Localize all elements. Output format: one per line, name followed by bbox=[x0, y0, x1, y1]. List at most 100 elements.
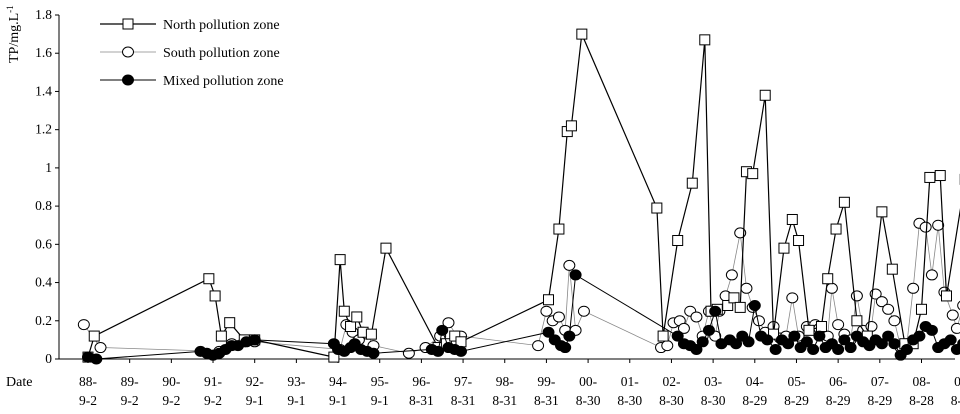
data-point bbox=[850, 290, 863, 302]
data-point bbox=[203, 273, 215, 285]
y-tick-label: 1.6 bbox=[35, 45, 52, 60]
data-point bbox=[553, 223, 565, 235]
data-point bbox=[915, 303, 927, 315]
legend-label: North pollution zone bbox=[163, 18, 280, 33]
data-point bbox=[699, 34, 711, 46]
x-tick-label-year: 93- bbox=[287, 374, 306, 389]
data-point bbox=[761, 334, 774, 346]
data-point bbox=[671, 330, 684, 342]
data-point bbox=[709, 305, 722, 317]
x-tick-label-date: 8-31 bbox=[492, 393, 517, 408]
legend-item: South pollution zone bbox=[100, 46, 280, 61]
data-point bbox=[886, 263, 898, 275]
x-tick-label-date: 9-2 bbox=[79, 393, 97, 408]
data-point bbox=[449, 330, 461, 342]
y-tick-label: 1.4 bbox=[35, 83, 52, 98]
data-point bbox=[882, 303, 895, 315]
data-point bbox=[209, 290, 221, 302]
x-tick-label-year: 90- bbox=[162, 374, 181, 389]
legend-marker bbox=[122, 74, 134, 86]
series-circle-filled bbox=[82, 269, 960, 365]
data-point bbox=[844, 342, 857, 354]
x-tick-label-date: 8-29 bbox=[742, 393, 767, 408]
x-tick-label-year: 08- bbox=[912, 374, 931, 389]
series-group bbox=[77, 28, 960, 365]
data-point bbox=[957, 339, 960, 349]
data-point bbox=[686, 177, 698, 189]
data-point bbox=[759, 89, 771, 101]
data-point bbox=[215, 330, 227, 342]
series-circle-open bbox=[77, 217, 960, 359]
x-tick-label-date: 8-31 bbox=[534, 393, 559, 408]
data-point bbox=[722, 299, 734, 311]
x-tick-label-year: 98- bbox=[496, 374, 515, 389]
data-point bbox=[882, 330, 895, 342]
data-point bbox=[740, 282, 753, 294]
x-tick-label-date: 9-1 bbox=[287, 393, 305, 408]
data-point bbox=[380, 242, 392, 254]
data-point bbox=[825, 282, 838, 294]
y-tick-label: 0.6 bbox=[35, 236, 52, 251]
x-tick-label-date: 8-30 bbox=[659, 393, 684, 408]
legend-item: Mixed pollution zone bbox=[100, 74, 284, 89]
data-point bbox=[661, 340, 674, 352]
legend-item: North pollution zone bbox=[100, 18, 280, 33]
data-point bbox=[565, 120, 577, 132]
y-tick-label: 0.2 bbox=[35, 313, 52, 328]
x-tick-label-year: 92- bbox=[246, 374, 265, 389]
data-point bbox=[345, 321, 357, 333]
data-point bbox=[702, 324, 715, 336]
x-tick-label-date: 9-1 bbox=[329, 393, 347, 408]
data-point bbox=[876, 206, 888, 218]
data-point bbox=[875, 338, 888, 350]
data-point bbox=[77, 319, 90, 331]
data-point bbox=[748, 299, 761, 311]
data-point bbox=[559, 342, 572, 354]
legend-label: Mixed pollution zone bbox=[163, 74, 284, 89]
x-tick-label-year: 01- bbox=[621, 374, 640, 389]
data-point bbox=[338, 305, 350, 317]
data-point bbox=[657, 330, 669, 342]
data-point bbox=[442, 317, 455, 329]
x-tick-label-date: 8-30 bbox=[576, 393, 601, 408]
data-point bbox=[830, 223, 842, 235]
data-point bbox=[786, 213, 798, 225]
data-point bbox=[946, 309, 959, 321]
data-point bbox=[90, 353, 103, 365]
data-point bbox=[351, 311, 363, 323]
data-point bbox=[747, 168, 759, 180]
data-point bbox=[907, 282, 920, 294]
series-line bbox=[87, 31, 960, 358]
data-point bbox=[334, 254, 346, 266]
data-point bbox=[769, 343, 782, 355]
data-point bbox=[742, 336, 755, 348]
y-tick-label: 1.8 bbox=[35, 7, 52, 22]
data-point bbox=[734, 301, 746, 313]
axes bbox=[58, 15, 955, 360]
data-point bbox=[803, 324, 815, 336]
y-tick-label: 0 bbox=[45, 351, 52, 366]
data-point bbox=[778, 242, 790, 254]
data-point bbox=[950, 343, 960, 355]
data-point bbox=[690, 311, 703, 323]
data-point bbox=[88, 330, 100, 342]
data-point bbox=[786, 292, 799, 304]
x-tick-label-year: 99- bbox=[537, 374, 556, 389]
data-point bbox=[94, 342, 107, 354]
data-point bbox=[768, 328, 780, 340]
data-point bbox=[436, 324, 449, 336]
x-tick-label-date: 9-1 bbox=[371, 393, 389, 408]
x-tick-label-year: 02- bbox=[662, 374, 681, 389]
data-point bbox=[807, 343, 820, 355]
data-point bbox=[365, 328, 377, 340]
data-point bbox=[728, 292, 740, 304]
data-point bbox=[248, 334, 261, 346]
data-point bbox=[851, 315, 863, 327]
data-point bbox=[690, 343, 703, 355]
y-ticks: 0 0.2 0.4 0.6 0.8 1 1.2 1.4 1.6 1.8 bbox=[35, 7, 59, 366]
x-axis-label: Date bbox=[6, 375, 32, 390]
x-tick-label-year: 96- bbox=[412, 374, 431, 389]
data-point bbox=[800, 336, 813, 348]
x-tick-label-year: 94- bbox=[329, 374, 348, 389]
